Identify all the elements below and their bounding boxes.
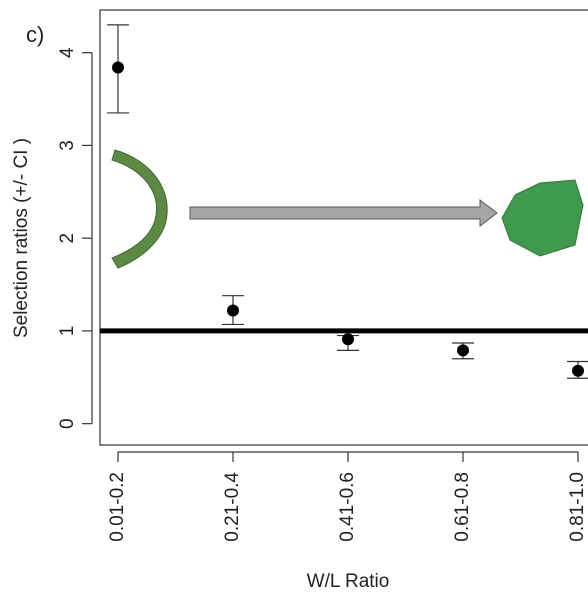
point [112, 61, 124, 74]
x-tick-label: 0.61-0.8 [452, 472, 473, 542]
x-tick-label: 0.21-0.4 [222, 472, 243, 542]
plot-frame [99, 9, 588, 446]
x-tick-label: 0.01-0.2 [107, 472, 128, 542]
point [457, 344, 469, 357]
point [342, 333, 354, 346]
y-tick-label: 2 [57, 233, 78, 244]
x-axis-label: W/L Ratio [307, 571, 390, 592]
y-tick-label: 1 [57, 326, 78, 337]
panel-label: c) [26, 22, 44, 47]
point [572, 364, 584, 377]
y-axis-label: Selection ratios (+/- CI ) [11, 138, 32, 338]
point [227, 304, 239, 317]
x-tick-label: 0.81-1.0 [567, 472, 588, 542]
curled-leaf-image [111, 149, 168, 269]
y-tick-label: 4 [57, 47, 78, 58]
arrow [189, 198, 498, 228]
flat-leaf-image [501, 179, 584, 257]
y-tick-label: 0 [57, 418, 78, 429]
y-tick-label: 3 [57, 140, 78, 151]
x-tick-label: 0.41-0.6 [337, 472, 358, 542]
